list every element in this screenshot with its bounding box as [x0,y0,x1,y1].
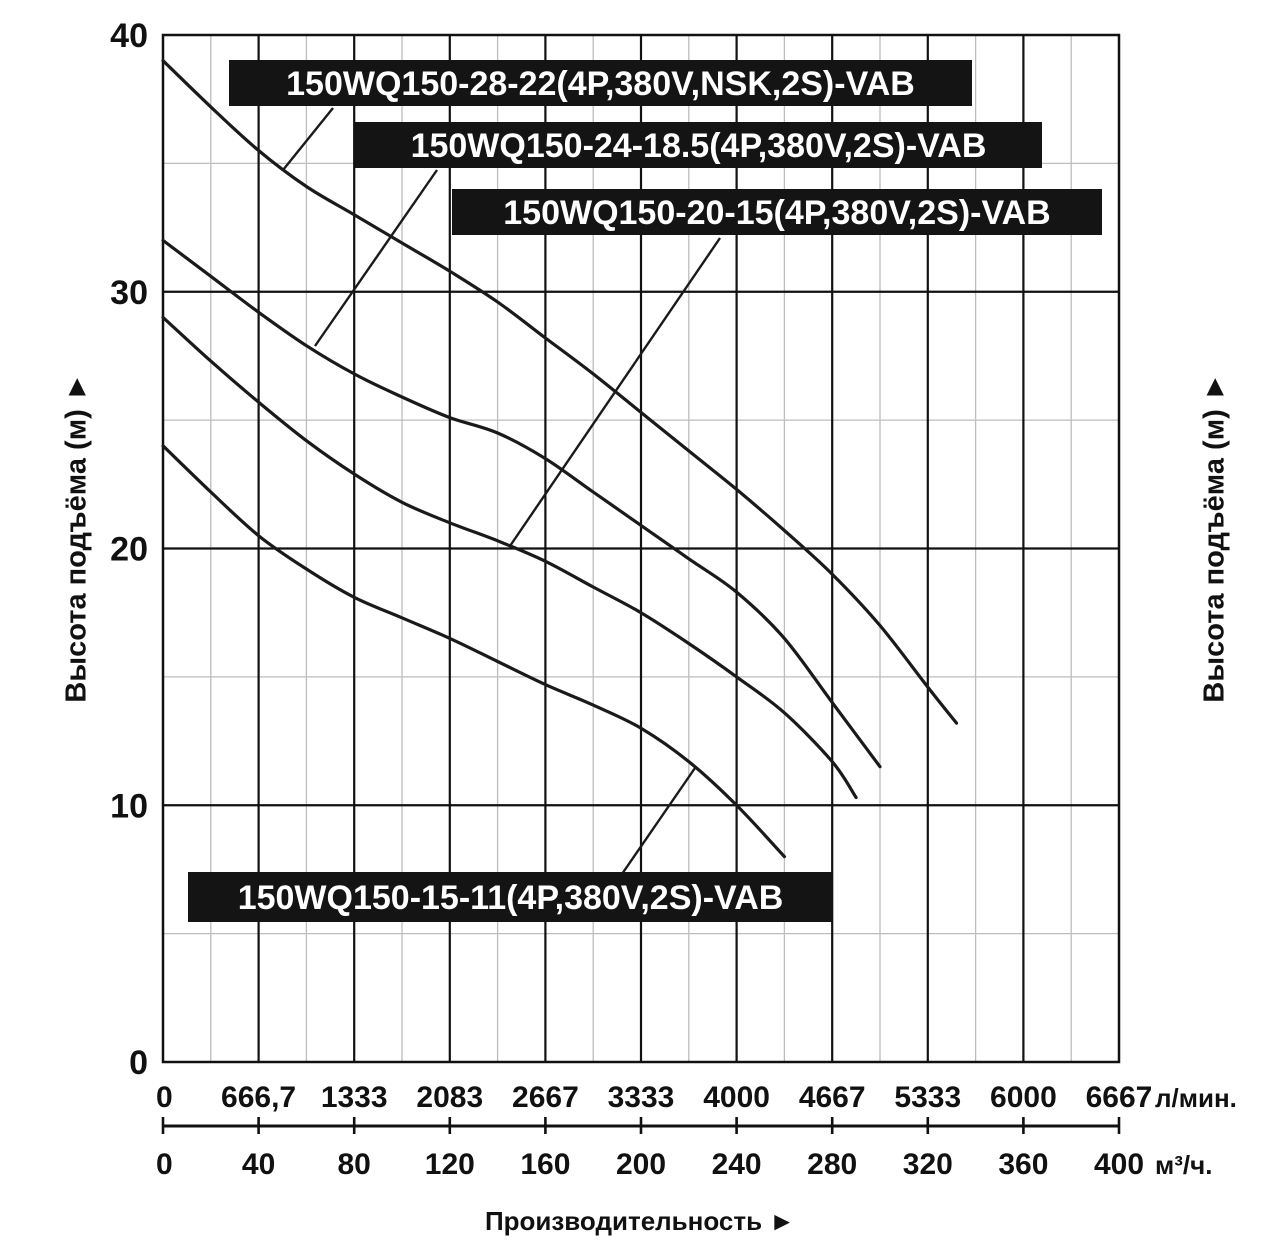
performance-curves [161,59,959,859]
leader-line [621,767,696,875]
plot-frame [161,33,1121,1064]
x-tick-label-primary: 0 [156,1148,173,1181]
x-tick-label-secondary: 4667 [799,1081,866,1114]
model-label-box [452,189,1102,235]
model-label: 150WQ150-24-18.5(4P,380V,2S)-VAB [411,127,987,165]
x-tick-label-primary: 240 [712,1148,762,1181]
x-tick-label-primary: 360 [998,1148,1048,1181]
leader-line [509,237,721,547]
curve-150wq150-20-15 [161,315,858,800]
x-tick-label-primary: 320 [903,1148,953,1181]
x-tick-label-primary: 200 [616,1148,666,1181]
model-label-box [229,60,972,106]
x-unit-primary: м³/ч. [1155,1150,1212,1180]
x-tick-label-secondary: 6000 [990,1081,1057,1114]
x-tick-label-primary: 280 [807,1148,857,1181]
x-tick-label-secondary: 2083 [416,1081,483,1114]
x-tick-label-primary: 120 [425,1148,475,1181]
curve-150wq150-15-11 [161,444,786,859]
model-label-box [355,122,1042,168]
y-axis-label-right: Высота подъёма (м) ► [1198,372,1231,703]
y-tick-label: 10 [110,787,148,825]
model-label-box [188,872,833,922]
x-tick-label-secondary: 3333 [608,1081,675,1114]
y-tick-label: 0 [129,1044,148,1082]
x-tick-label-primary: 160 [520,1148,570,1181]
model-label: 150WQ150-15-11(4P,380V,2S)-VAB [238,879,784,917]
x-tick-label-secondary: 6667 [1086,1081,1153,1114]
x-tick-label-secondary: 5333 [894,1081,961,1114]
y-axis-ticks: 0 10 20 30 40 [110,17,148,1082]
model-label: 150WQ150-28-22(4P,380V,NSK,2S)-VAB [286,65,915,103]
y-tick-label: 30 [110,274,148,312]
curve-150wq150-24-18-5 [161,238,882,769]
x-axes: 0 666,7 1333 2083 2667 3333 4000 4667 5333 6000 66… [156,1081,1237,1181]
y-axis-label-left: Высота подъёма (м) ► [60,372,93,703]
x-tick-label-primary: 400 [1094,1148,1144,1181]
x-axis-title: Производительность ► [485,1206,795,1236]
x-tick-label-secondary: 4000 [703,1081,770,1114]
x-tick-label-secondary: 2667 [512,1081,579,1114]
x-tick-label-secondary: 666,7 [221,1081,296,1114]
model-label: 150WQ150-20-15(4P,380V,2S)-VAB [503,194,1050,232]
x-tick-label-secondary: 1333 [321,1081,388,1114]
x-tick-label-primary: 40 [242,1148,275,1181]
curve-150wq150-28-22 [161,59,959,725]
leader-line [282,107,334,171]
x-tick-label-primary: 80 [338,1148,371,1181]
y-tick-label: 40 [110,17,148,55]
y-tick-label: 20 [110,531,148,569]
x-unit-secondary: л/мин. [1155,1083,1237,1113]
x-tick-label-secondary: 0 [156,1081,173,1114]
x-axis-label: Производительность ► [485,1206,795,1236]
model-labels: 150WQ150-28-22(4P,380V,NSK,2S)-VAB 150WQ1… [188,60,1102,922]
label-leader-lines [282,107,721,875]
leader-line [314,169,438,347]
